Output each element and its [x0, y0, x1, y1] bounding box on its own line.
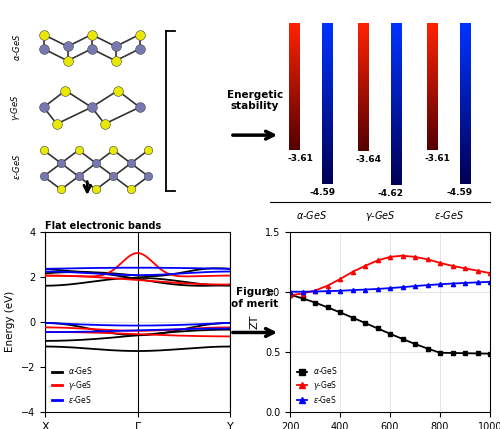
$\alpha$-GeS — [462, 350, 468, 356]
Line: $\gamma$-GeS: $\gamma$-GeS — [288, 254, 492, 297]
$\alpha$-GeS — [450, 350, 456, 356]
$\gamma$-GeS — [474, 268, 480, 273]
$\gamma$-GeS — [324, 283, 330, 288]
Text: -3.64: -3.64 — [356, 155, 382, 164]
$\varepsilon$-GeS — [487, 279, 493, 284]
$\gamma$-GeS — [450, 263, 456, 269]
$\alpha$-GeS — [424, 346, 430, 351]
Y-axis label: ZT: ZT — [250, 314, 260, 329]
$\gamma$-GeS — [424, 257, 430, 262]
$\varepsilon$-GeS — [300, 289, 306, 294]
$\varepsilon$-GeS — [312, 289, 318, 294]
$\varepsilon$-GeS — [387, 286, 393, 291]
Legend: $\alpha$-GeS, $\gamma$-GeS, $\varepsilon$-GeS: $\alpha$-GeS, $\gamma$-GeS, $\varepsilon… — [49, 363, 96, 408]
$\varepsilon$-GeS — [424, 283, 430, 288]
Text: Flat electronic bands: Flat electronic bands — [45, 221, 161, 231]
Text: Figure
of merit: Figure of merit — [232, 287, 278, 308]
Text: $\alpha$-GeS: $\alpha$-GeS — [11, 34, 22, 61]
$\gamma$-GeS — [437, 260, 443, 266]
$\alpha$-GeS — [324, 305, 330, 310]
$\alpha$-GeS — [337, 310, 343, 315]
Text: $\varepsilon$-GeS: $\varepsilon$-GeS — [11, 154, 22, 180]
Text: -4.59: -4.59 — [446, 188, 473, 197]
$\varepsilon$-GeS — [350, 287, 356, 293]
$\alpha$-GeS — [374, 326, 380, 331]
$\gamma$-GeS — [374, 258, 380, 263]
$\alpha$-GeS — [487, 351, 493, 356]
$\gamma$-GeS — [387, 254, 393, 260]
Text: $\gamma$-GeS: $\gamma$-GeS — [9, 94, 22, 121]
Line: $\alpha$-GeS: $\alpha$-GeS — [288, 293, 492, 356]
$\varepsilon$-GeS — [324, 289, 330, 294]
$\varepsilon$-GeS — [337, 288, 343, 293]
Legend: $\alpha$-GeS, $\gamma$-GeS, $\varepsilon$-GeS: $\alpha$-GeS, $\gamma$-GeS, $\varepsilon… — [294, 363, 341, 408]
$\gamma$-GeS — [362, 263, 368, 269]
$\alpha$-GeS — [412, 341, 418, 347]
$\alpha$-GeS — [437, 350, 443, 355]
$\gamma$-GeS — [487, 271, 493, 276]
$\varepsilon$-GeS — [362, 287, 368, 292]
$\varepsilon$-GeS — [462, 281, 468, 286]
$\gamma$-GeS — [350, 269, 356, 275]
$\varepsilon$-GeS — [437, 282, 443, 287]
$\gamma$-GeS — [312, 288, 318, 293]
$\alpha$-GeS — [287, 292, 293, 297]
$\alpha$-GeS — [387, 331, 393, 336]
$\varepsilon$-GeS — [450, 281, 456, 286]
$\gamma$-GeS — [412, 254, 418, 260]
Text: -3.61: -3.61 — [425, 154, 450, 163]
$\alpha$-GeS — [350, 315, 356, 320]
$\gamma$-GeS — [300, 291, 306, 296]
$\gamma$-GeS — [462, 266, 468, 271]
Y-axis label: Energy (eV): Energy (eV) — [6, 291, 16, 352]
$\alpha$-GeS — [474, 351, 480, 356]
$\varepsilon$-GeS — [474, 280, 480, 285]
$\varepsilon$-GeS — [412, 284, 418, 289]
$\varepsilon$-GeS — [287, 289, 293, 294]
Text: Energetic
stability: Energetic stability — [227, 90, 283, 111]
Text: -3.61: -3.61 — [288, 154, 313, 163]
$\varepsilon$-GeS — [374, 287, 380, 292]
$\alpha$-GeS — [362, 320, 368, 326]
$\gamma$-GeS — [287, 293, 293, 298]
$\alpha$-GeS — [312, 300, 318, 305]
Text: -4.62: -4.62 — [378, 189, 404, 198]
Text: -4.59: -4.59 — [309, 188, 336, 197]
$\varepsilon$-GeS — [400, 284, 406, 290]
$\alpha$-GeS — [300, 296, 306, 301]
$\gamma$-GeS — [337, 277, 343, 282]
Line: $\varepsilon$-GeS: $\varepsilon$-GeS — [288, 280, 492, 294]
$\alpha$-GeS — [400, 336, 406, 341]
$\gamma$-GeS — [400, 253, 406, 258]
